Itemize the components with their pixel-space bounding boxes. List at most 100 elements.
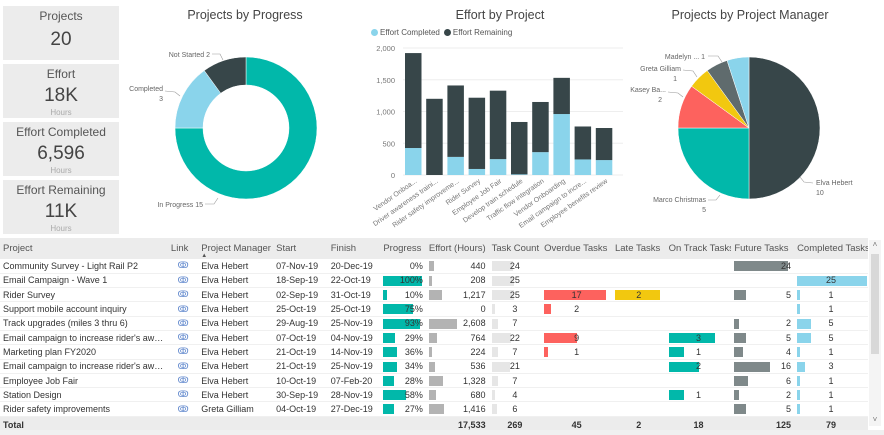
kpi-value: 18K	[44, 85, 78, 106]
total-empty-cell	[327, 416, 381, 430]
table-row[interactable]: Rider Survey ↂ Elva Hebert 02-Sep-19 31-Oct-…	[0, 287, 868, 303]
bar-effort-completed	[595, 160, 613, 175]
overdue-tasks-cell	[541, 387, 612, 403]
leader-line	[667, 91, 684, 98]
late-bar	[614, 290, 660, 301]
link-cell: ↂ	[167, 287, 199, 303]
completed-tasks-cell: 1	[794, 373, 868, 389]
column-header-project-manager[interactable]: Project Manager ▲	[198, 238, 274, 259]
projects-by-manager-pie: Madelyn ... 1 Greta Gilliam 1 Kasey Ba... 2 E…	[630, 54, 852, 214]
donut-data-label: Not Started 2	[169, 52, 210, 59]
sort-ascending-icon[interactable]: ▲	[201, 253, 208, 259]
start-date-cell: 07-Oct-19	[273, 330, 328, 346]
bar-effort-remaining	[553, 77, 570, 115]
link-icon[interactable]: ↂ	[177, 274, 189, 285]
legend-item-effort-remaining[interactable]: Effort Remaining	[443, 28, 512, 37]
legend-item-effort-completed[interactable]: Effort Completed	[371, 28, 440, 37]
effort-cell: 224	[425, 344, 489, 360]
column-header-finish[interactable]: Finish	[327, 238, 381, 259]
task-count-bar	[491, 275, 514, 286]
link-icon[interactable]: ↂ	[177, 346, 189, 357]
late-tasks-cell	[611, 387, 666, 403]
future-tasks-cell	[731, 273, 795, 289]
link-icon[interactable]: ↂ	[177, 360, 189, 371]
table-row[interactable]: Station Design ↂ Elva Hebert 30-Sep-19 28-No…	[0, 387, 868, 403]
completed-bar	[797, 290, 801, 301]
column-header-progress[interactable]: Progress	[380, 238, 426, 259]
table-scrollbar[interactable]: ˄ ˅	[869, 240, 881, 426]
pie-data-label: Madelyn ... 1	[665, 54, 705, 61]
overdue-tasks-cell: 2	[541, 301, 612, 317]
table-row[interactable]: Track upgrades (miles 3 thru 6) ↂ Elva Heb…	[0, 316, 868, 331]
scroll-down-icon[interactable]: ˅	[872, 415, 878, 424]
start-date-cell: 21-Oct-19	[273, 359, 328, 374]
column-header-start[interactable]: Start	[273, 238, 328, 259]
progress-cell: 100%	[380, 273, 426, 289]
table-row[interactable]: Email Campaign - Wave 1 ↂ Elva Hebert 18-Se…	[0, 273, 868, 289]
bar-effort-completed	[468, 168, 486, 175]
progress-cell: 28%	[380, 373, 426, 389]
task-count-cell: 25	[488, 273, 542, 289]
project-name-cell: Rider Survey	[0, 287, 168, 303]
kpi-value: 6,596	[37, 143, 85, 164]
projects-table: Project Link Project Manager ▲ Start Finish Pr…	[0, 238, 868, 430]
table-row[interactable]: Rider safety improvements ↂ Greta Gilliam 0…	[0, 401, 868, 417]
project-name-cell: Email campaign to increase rider's aware…	[0, 330, 168, 346]
leader-line	[205, 197, 219, 205]
link-icon[interactable]: ↂ	[177, 389, 189, 400]
effort-cell: 1,328	[425, 373, 489, 389]
table-row[interactable]: Email campaign to increase rider's aware…	[0, 359, 868, 374]
column-header-late-tasks[interactable]: Late Tasks	[611, 238, 666, 259]
bar-effort-completed	[553, 114, 570, 175]
kpi-card-effort: Effort 18K Hours	[3, 64, 119, 118]
column-header-project[interactable]: Project	[0, 238, 168, 259]
progress-bar	[383, 361, 397, 372]
bar-chart-title: Effort by Project	[455, 8, 545, 22]
link-cell: ↂ	[167, 330, 199, 346]
column-header-effort-hours[interactable]: Effort (Hours)	[425, 238, 489, 259]
link-icon[interactable]: ↂ	[177, 289, 189, 300]
link-icon[interactable]: ↂ	[177, 317, 189, 328]
link-icon[interactable]: ↂ	[177, 403, 189, 414]
table-row[interactable]: Marketing plan FY2020 ↂ Elva Hebert 21-Oct-…	[0, 344, 868, 360]
bar-effort-remaining	[595, 128, 613, 161]
task-count-bar	[491, 390, 496, 401]
column-header-completed-tasks[interactable]: Completed Tasks	[794, 238, 868, 259]
link-icon[interactable]: ↂ	[177, 260, 189, 271]
task-count-bar	[491, 404, 497, 415]
overdue-tasks-cell	[541, 401, 612, 417]
effort-bar	[428, 390, 437, 401]
column-header-link[interactable]: Link	[167, 238, 199, 259]
column-header-task-count[interactable]: Task Count	[488, 238, 542, 259]
table-row[interactable]: Support mobile account inquiry ↂ Elva Hebe…	[0, 301, 868, 317]
table-row[interactable]: Employee Job Fair ↂ Elva Hebert 10-Oct-19 07…	[0, 373, 868, 389]
table-row[interactable]: Community Survey - Light Rail P2 ↂ Elva He…	[0, 259, 868, 274]
column-header-on-track-tasks[interactable]: On Track Tasks	[665, 238, 732, 259]
link-cell: ↂ	[167, 359, 199, 374]
project-manager-cell: Elva Hebert	[198, 344, 274, 360]
progress-cell: 36%	[380, 344, 426, 360]
pie-data-label: Kasey Ba...	[630, 87, 666, 94]
bar-effort-completed	[447, 156, 464, 175]
link-icon[interactable]: ↂ	[177, 332, 189, 343]
link-icon[interactable]: ↂ	[177, 303, 189, 314]
kpi-subtitle: Hours	[50, 166, 72, 175]
column-header-future-tasks[interactable]: Future Tasks	[731, 238, 795, 259]
future-bar	[734, 375, 748, 386]
y-tick-label: 2,000	[376, 44, 395, 53]
scroll-up-icon[interactable]: ˄	[872, 240, 878, 249]
leader-line	[708, 55, 723, 63]
column-header-overdue-tasks[interactable]: Overdue Tasks	[541, 238, 612, 259]
leader-line	[164, 90, 181, 97]
task-count-cell: 7	[488, 316, 542, 331]
project-manager-cell: Elva Hebert	[198, 387, 274, 403]
table-row[interactable]: Email campaign to increase rider's aware…	[0, 330, 868, 346]
link-icon[interactable]: ↂ	[177, 375, 189, 386]
link-cell: ↂ	[167, 387, 199, 403]
project-name-cell: Email Campaign - Wave 1	[0, 273, 168, 289]
kpi-title: Effort	[46, 67, 76, 81]
scroll-thumb[interactable]	[871, 254, 879, 354]
effort-cell: 536	[425, 359, 489, 374]
future-tasks-cell: 5	[731, 330, 795, 346]
effort-bar	[428, 261, 434, 271]
